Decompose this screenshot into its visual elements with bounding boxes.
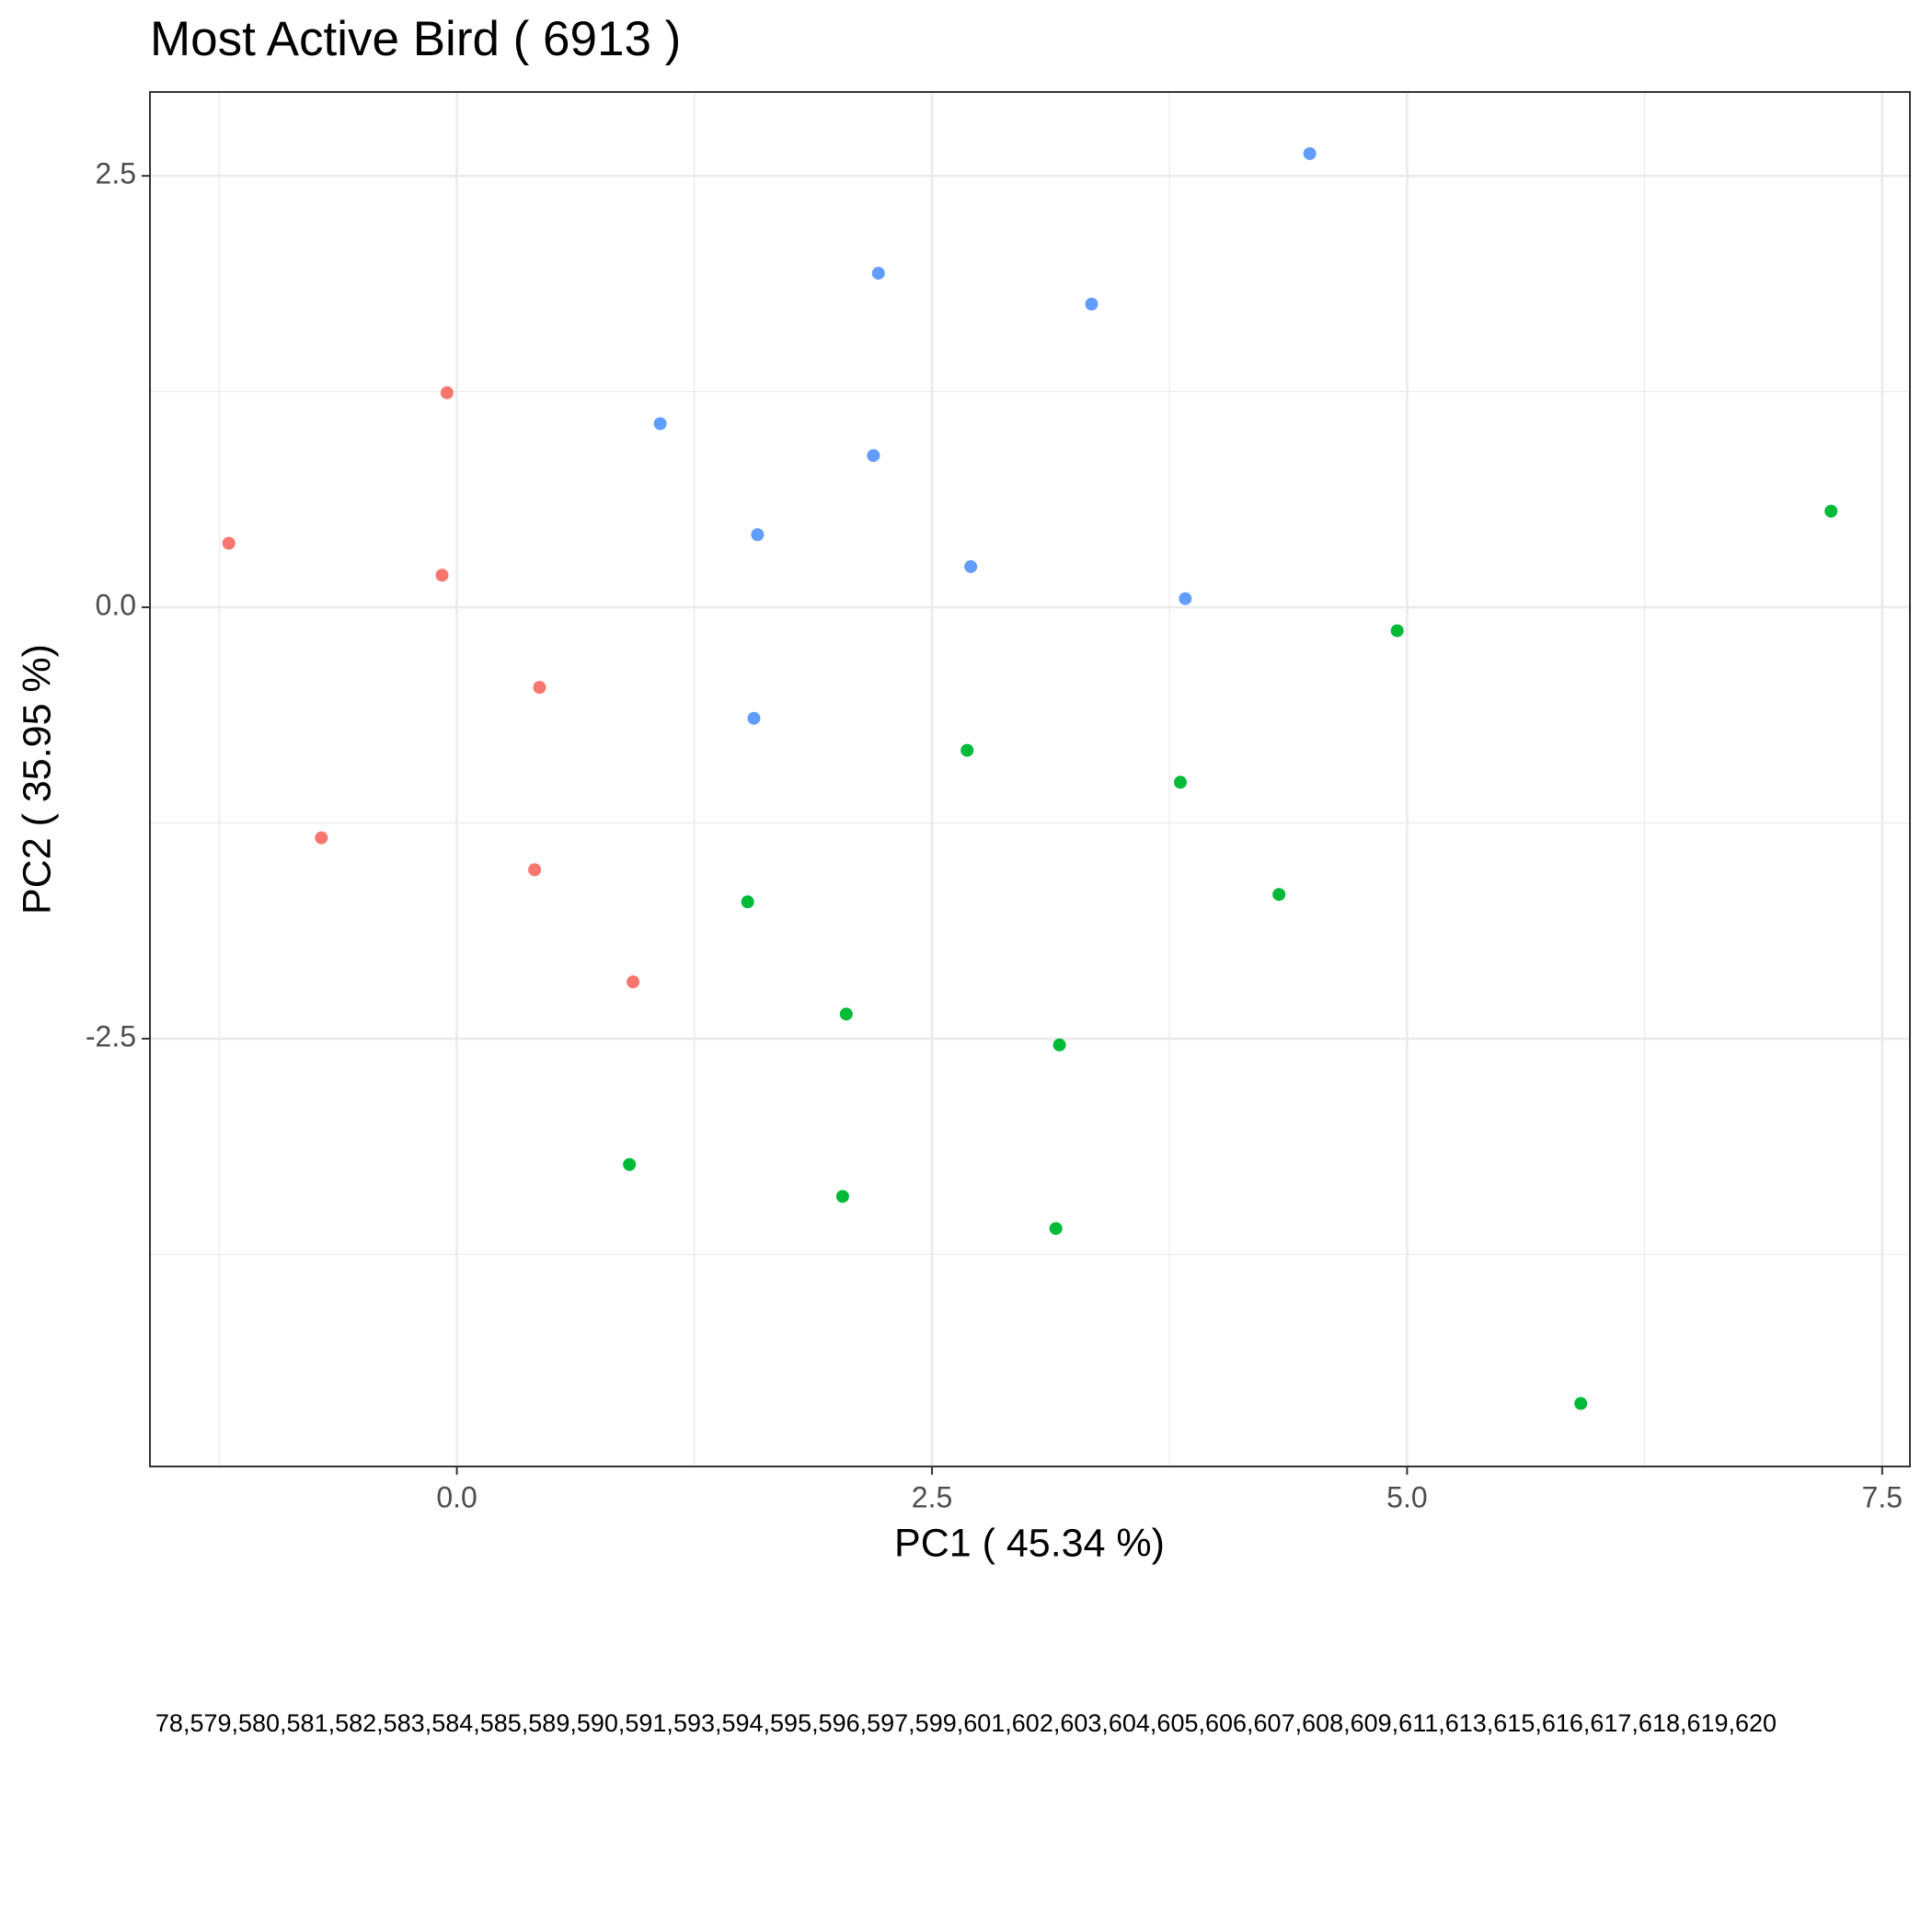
y-tick-label: -2.5: [86, 1019, 136, 1052]
x-tick-label: 5.0: [1386, 1480, 1427, 1513]
point: [1173, 776, 1187, 789]
point: [1303, 146, 1317, 160]
point: [1052, 1038, 1066, 1052]
point: [1272, 888, 1286, 902]
point: [440, 385, 454, 399]
y-axis-title: PC2 ( 35.95 %): [15, 644, 59, 914]
point: [435, 569, 449, 582]
point: [315, 831, 328, 845]
point: [623, 1157, 637, 1171]
point: [835, 1190, 849, 1203]
point: [1179, 592, 1192, 605]
points: [222, 146, 1838, 1410]
point: [653, 417, 667, 431]
point: [1574, 1397, 1588, 1410]
x-tick-label: 7.5: [1862, 1480, 1903, 1513]
point: [528, 863, 542, 877]
y-tick-label: 2.5: [96, 157, 136, 190]
point: [871, 266, 885, 280]
point: [964, 559, 978, 573]
point: [222, 536, 236, 550]
panel-border: [149, 91, 1911, 1467]
point: [867, 449, 880, 463]
point: [1085, 297, 1098, 311]
point: [747, 711, 761, 725]
x-axis-title: PC1 ( 45.34 %): [894, 1521, 1165, 1565]
chart-title: Most Active Bird ( 6913 ): [150, 12, 681, 66]
point: [960, 743, 974, 757]
grid: [150, 92, 1910, 1466]
point: [839, 1007, 853, 1021]
point: [751, 528, 765, 542]
footer-text: 78,579,580,581,582,583,584,585,589,590,5…: [155, 1709, 1777, 1737]
point: [1049, 1222, 1063, 1236]
x-tick-label: 0.0: [436, 1480, 477, 1513]
y-tick-label: 0.0: [96, 589, 136, 622]
point: [627, 975, 640, 989]
point: [741, 895, 754, 909]
x-tick-label: 2.5: [912, 1480, 952, 1513]
point: [1824, 504, 1838, 518]
point: [533, 681, 546, 695]
point: [1390, 624, 1404, 638]
